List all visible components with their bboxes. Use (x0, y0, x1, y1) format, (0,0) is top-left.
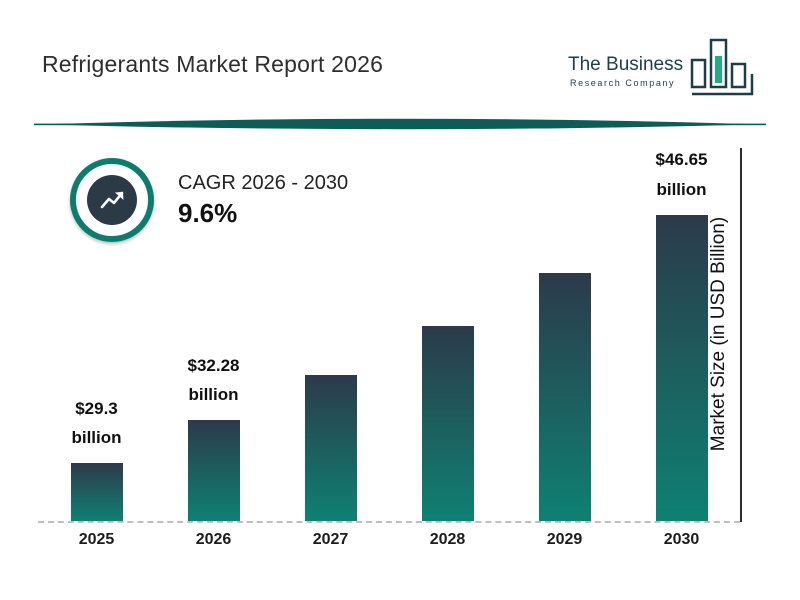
x-tick-2028: 2028 (429, 531, 466, 548)
cagr-label: CAGR 2026 - 2030 (178, 171, 349, 194)
bar-2030 (655, 214, 708, 521)
x-tick-2029: 2029 (546, 531, 583, 548)
bar-column-2026: $32.28 billion (155, 145, 272, 521)
divider-line (34, 118, 766, 130)
bar-2026 (187, 420, 240, 521)
company-logo: The Business Research Company (558, 30, 768, 108)
x-axis-labels: 2025 2026 2027 2028 2029 2030 (38, 531, 740, 549)
bar-value-label-2030: $46.65 billion (655, 150, 708, 199)
page-title: Refrigerants Market Report 2026 (42, 51, 384, 78)
bar-column-2025: $29.3 billion (38, 145, 155, 521)
cagr-value: 9.6% (178, 197, 238, 228)
bar-column-2028 (389, 145, 506, 521)
bars-row: $29.3 billion $32.28 billion $46.65 billion (38, 145, 740, 521)
x-tick-2025: 2025 (78, 531, 115, 548)
y-axis-title: Market Size (in USD Billion) (708, 216, 729, 452)
bar-2025 (70, 463, 123, 521)
logo-bars-icon (690, 38, 754, 96)
bar-2027 (304, 375, 357, 521)
logo-text-sub: Research Company (570, 78, 676, 88)
bar-value-label-2025: $29.3 billion (71, 398, 122, 448)
bar-2028 (421, 326, 474, 521)
x-tick-2027: 2027 (312, 531, 349, 548)
bar-value-label-2026: $32.28 billion (187, 355, 240, 405)
trend-up-icon (87, 175, 137, 225)
bar-chart: $29.3 billion $32.28 billion $46.65 billion (38, 145, 740, 523)
bar-column-2027 (272, 145, 389, 521)
y-axis-line (740, 148, 742, 522)
bar-column-2030: $46.65 billion (623, 145, 740, 521)
logo-text-main: The Business (568, 54, 684, 75)
x-tick-2026: 2026 (195, 531, 232, 548)
bar-2029 (538, 273, 591, 521)
cagr-badge (70, 158, 154, 242)
bar-column-2029 (506, 145, 623, 521)
cagr-block: CAGR 2026 - 2030 9.6% (70, 158, 348, 242)
x-tick-2030: 2030 (663, 531, 700, 548)
